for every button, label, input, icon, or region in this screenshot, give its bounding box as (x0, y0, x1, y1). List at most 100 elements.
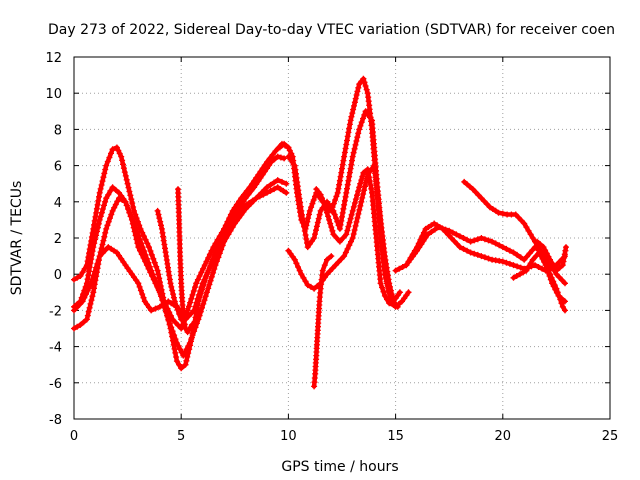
data-point-marker (521, 220, 528, 227)
data-point-marker (172, 336, 179, 343)
data-point-marker (139, 229, 146, 236)
data-point-marker (169, 328, 176, 335)
data-point-marker (349, 235, 356, 241)
data-point-marker (299, 211, 305, 218)
data-point-marker (363, 86, 370, 93)
data-point-marker (317, 207, 324, 214)
data-point-marker (155, 285, 162, 292)
data-point-marker (503, 245, 510, 252)
data-point-marker (537, 252, 544, 259)
data-point-marker (90, 244, 97, 251)
data-point-marker (98, 245, 105, 252)
data-point-marker (133, 215, 140, 222)
data-point-marker (203, 289, 210, 296)
data-point-marker (95, 257, 102, 263)
data-point-marker (182, 361, 189, 368)
data-point-marker (527, 260, 534, 267)
data-point-marker (472, 189, 479, 196)
data-point-marker (111, 204, 118, 211)
data-point-marker (342, 145, 349, 152)
data-point-marker (202, 293, 209, 300)
data-point-marker (523, 224, 530, 231)
data-point-marker (513, 273, 520, 279)
data-point-marker (317, 191, 324, 198)
data-point-marker (529, 235, 536, 241)
data-point-marker (227, 222, 234, 229)
data-point-marker (170, 291, 177, 298)
data-point-marker (207, 277, 214, 284)
data-point-marker (276, 144, 283, 151)
data-point-marker (346, 121, 353, 128)
data-point-marker (242, 206, 249, 212)
data-point-marker (386, 291, 393, 298)
data-point-marker (188, 336, 195, 343)
data-point-marker (146, 263, 153, 270)
data-point-marker (343, 141, 350, 148)
data-point-marker (93, 264, 100, 271)
data-point-marker (200, 265, 207, 272)
data-point-marker (553, 267, 560, 274)
data-point-marker (312, 231, 318, 238)
data-point-marker (360, 115, 366, 122)
data-point-marker (189, 291, 196, 298)
data-point-marker (71, 325, 77, 332)
data-point-marker (326, 216, 333, 223)
y-tick-label: -6 (49, 377, 62, 392)
data-point-marker (517, 271, 523, 278)
data-point-marker (274, 153, 281, 160)
data-point-marker (518, 217, 525, 224)
data-point-marker (107, 187, 114, 194)
data-point-marker (180, 352, 187, 359)
data-point-marker (454, 241, 461, 247)
data-point-marker (431, 226, 438, 233)
data-point-marker (358, 177, 365, 184)
data-point-marker (341, 149, 348, 156)
data-point-marker (141, 248, 147, 254)
data-point-marker (271, 179, 278, 186)
data-point-marker (148, 251, 155, 258)
data-point-marker (333, 193, 340, 200)
data-point-marker (360, 75, 367, 82)
data-point-marker (358, 119, 365, 126)
data-point-marker (77, 273, 84, 279)
data-point-marker (474, 251, 481, 258)
data-point-marker (525, 264, 532, 270)
data-point-marker (97, 213, 104, 220)
data-point-marker (386, 300, 393, 307)
data-point-marker (337, 221, 344, 228)
data-point-marker (420, 237, 427, 244)
data-point-marker (271, 186, 278, 193)
data-point-marker (196, 312, 203, 319)
data-point-marker (350, 149, 357, 156)
data-point-marker (344, 137, 350, 144)
data-point-marker (71, 307, 77, 314)
data-point-marker (192, 324, 199, 331)
data-point-marker (86, 264, 93, 271)
data-point-marker (142, 251, 149, 258)
data-point-marker (74, 274, 81, 281)
data-point-marker (99, 250, 106, 257)
data-point-marker (178, 365, 185, 372)
data-point-marker (517, 264, 524, 271)
data-point-marker (471, 250, 478, 257)
data-point-marker (340, 235, 347, 241)
data-point-marker (525, 227, 532, 234)
data-point-marker (172, 349, 179, 356)
data-point-marker (350, 231, 357, 237)
data-point-marker (201, 276, 208, 283)
data-point-marker (193, 280, 200, 287)
data-point-marker (283, 180, 290, 187)
data-point-marker (345, 223, 352, 230)
data-point-marker (194, 276, 201, 283)
data-point-marker (543, 250, 550, 257)
data-point-marker (122, 172, 129, 179)
data-series (71, 75, 569, 390)
data-point-marker (558, 295, 565, 302)
data-point-marker (77, 321, 84, 328)
data-point-marker (71, 276, 77, 283)
data-point-marker (148, 267, 155, 274)
data-point-marker (354, 192, 360, 199)
y-tick-label: 8 (54, 123, 62, 138)
data-point-marker (96, 189, 103, 196)
data-point-marker (121, 169, 128, 176)
